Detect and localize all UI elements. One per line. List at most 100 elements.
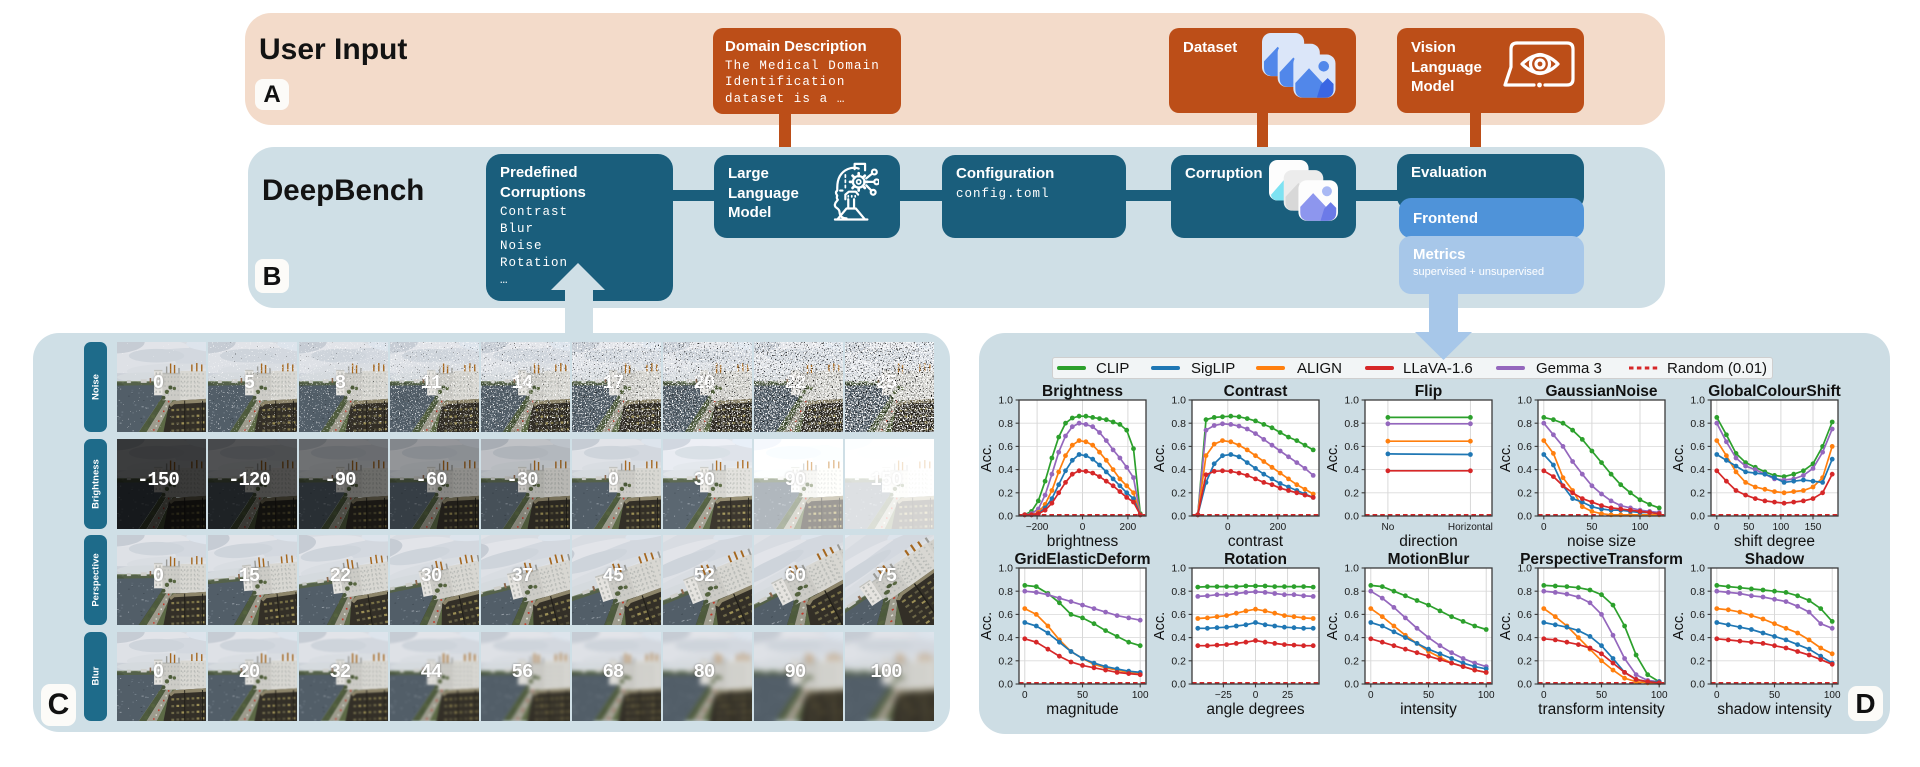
svg-text:200: 200 [1120,522,1137,533]
svg-text:100: 100 [1824,690,1841,701]
svg-text:0: 0 [1541,690,1547,701]
svg-text:0.4: 0.4 [1171,464,1186,476]
svg-text:0.6: 0.6 [1344,441,1359,453]
svg-text:200: 200 [1269,522,1286,533]
svg-text:0.2: 0.2 [1517,487,1532,499]
svg-text:0.6: 0.6 [1517,609,1532,621]
svg-text:0.6: 0.6 [1344,609,1359,621]
svg-text:0.0: 0.0 [1171,511,1186,523]
svg-text:1.0: 1.0 [1344,395,1359,407]
svg-text:0.2: 0.2 [1344,655,1359,667]
svg-text:0.8: 0.8 [1171,418,1186,430]
svg-text:GaussianNoise: GaussianNoise [1546,383,1658,400]
svg-text:0.4: 0.4 [1171,632,1186,644]
svg-text:0.4: 0.4 [1344,632,1359,644]
svg-text:0: 0 [1253,690,1259,701]
svg-text:1.0: 1.0 [1344,563,1359,575]
svg-text:Acc.: Acc. [1325,444,1341,472]
svg-text:transform intensity: transform intensity [1538,701,1665,718]
svg-text:direction: direction [1399,533,1458,550]
svg-text:0.8: 0.8 [1517,586,1532,598]
svg-text:Flip: Flip [1415,383,1443,400]
svg-text:Acc.: Acc. [1671,612,1687,640]
svg-text:0.4: 0.4 [1344,464,1359,476]
svg-text:Acc.: Acc. [1152,612,1168,640]
svg-text:0.4: 0.4 [1690,632,1705,644]
svg-text:angle degrees: angle degrees [1206,701,1304,718]
svg-text:PerspectiveTransform: PerspectiveTransform [1520,551,1683,568]
svg-text:0.6: 0.6 [1690,441,1705,453]
svg-text:1.0: 1.0 [998,395,1013,407]
svg-text:0.8: 0.8 [1517,418,1532,430]
svg-text:0.8: 0.8 [1171,586,1186,598]
svg-text:50: 50 [1769,690,1781,701]
svg-text:100: 100 [1773,522,1790,533]
svg-text:1.0: 1.0 [998,563,1013,575]
svg-text:Horizontal: Horizontal [1448,522,1493,533]
svg-text:0: 0 [1225,522,1231,533]
svg-text:−25: −25 [1215,690,1232,701]
svg-text:0.2: 0.2 [1690,487,1705,499]
svg-text:0.8: 0.8 [1344,418,1359,430]
svg-text:0.6: 0.6 [998,609,1013,621]
svg-text:1.0: 1.0 [1171,563,1186,575]
svg-text:Acc.: Acc. [1325,612,1341,640]
svg-text:0.4: 0.4 [1690,464,1705,476]
svg-text:0.8: 0.8 [1344,586,1359,598]
svg-text:0.2: 0.2 [998,487,1013,499]
svg-text:0.6: 0.6 [1171,441,1186,453]
svg-text:MotionBlur: MotionBlur [1388,551,1470,568]
svg-text:0.0: 0.0 [1171,679,1186,691]
svg-text:50: 50 [1586,522,1598,533]
svg-text:0.8: 0.8 [998,418,1013,430]
svg-text:0: 0 [1368,690,1374,701]
svg-text:0.0: 0.0 [998,511,1013,523]
svg-text:0.0: 0.0 [1690,679,1705,691]
svg-text:0.4: 0.4 [1517,632,1532,644]
svg-text:shadow intensity: shadow intensity [1717,701,1832,718]
svg-text:0.0: 0.0 [1344,679,1359,691]
svg-text:100: 100 [1132,690,1149,701]
svg-text:1.0: 1.0 [1690,395,1705,407]
svg-text:0.2: 0.2 [1517,655,1532,667]
svg-text:150: 150 [1805,522,1822,533]
svg-text:0.2: 0.2 [1344,487,1359,499]
svg-text:0: 0 [1714,522,1720,533]
svg-text:0.8: 0.8 [998,586,1013,598]
svg-text:0.2: 0.2 [1171,487,1186,499]
svg-text:1.0: 1.0 [1690,563,1705,575]
svg-text:−200: −200 [1026,522,1049,533]
svg-text:0.0: 0.0 [1517,511,1532,523]
svg-text:0.0: 0.0 [998,679,1013,691]
svg-text:0: 0 [1714,690,1720,701]
svg-text:Acc.: Acc. [979,444,995,472]
svg-text:0.0: 0.0 [1690,511,1705,523]
svg-text:25: 25 [1282,690,1294,701]
svg-text:0.6: 0.6 [1171,609,1186,621]
svg-text:0.2: 0.2 [1690,655,1705,667]
svg-text:1.0: 1.0 [1171,395,1186,407]
svg-text:1.0: 1.0 [1517,563,1532,575]
svg-text:50: 50 [1077,690,1089,701]
svg-text:100: 100 [1651,690,1668,701]
svg-text:0.6: 0.6 [1517,441,1532,453]
svg-text:50: 50 [1743,522,1755,533]
svg-text:Acc.: Acc. [1498,444,1514,472]
svg-text:1.0: 1.0 [1517,395,1532,407]
svg-text:intensity: intensity [1400,701,1457,718]
svg-text:0.4: 0.4 [1517,464,1532,476]
svg-text:GridElasticDeform: GridElasticDeform [1014,551,1150,568]
svg-text:No: No [1382,522,1395,533]
svg-text:noise size: noise size [1567,533,1636,550]
svg-text:Acc.: Acc. [1498,612,1514,640]
svg-text:0: 0 [1080,522,1086,533]
svg-text:100: 100 [1478,690,1495,701]
svg-text:Acc.: Acc. [979,612,995,640]
svg-text:50: 50 [1423,690,1435,701]
svg-text:0: 0 [1541,522,1547,533]
svg-text:0.0: 0.0 [1517,679,1532,691]
svg-text:0.2: 0.2 [998,655,1013,667]
svg-text:Acc.: Acc. [1152,444,1168,472]
svg-text:Rotation: Rotation [1224,551,1287,568]
svg-text:0: 0 [1022,690,1028,701]
